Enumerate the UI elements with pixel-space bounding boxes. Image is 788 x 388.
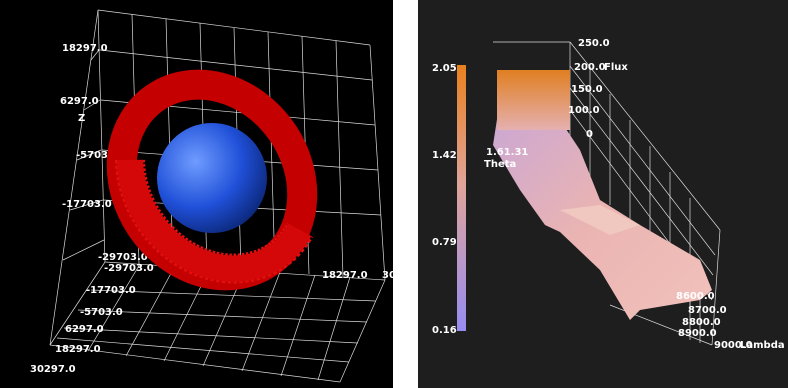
axis-label: 1.61.31 (486, 147, 528, 158)
axis-label: 0 (586, 129, 593, 140)
colorbar-tick: 2.05 (432, 63, 457, 74)
axis-label: 8600.0 (676, 291, 715, 302)
axis-label: 100.0 (568, 105, 600, 116)
axis-label: -17703.0 (62, 199, 112, 210)
axis-label: 30297.0 (382, 270, 428, 281)
sphere (157, 123, 267, 233)
colorbar-tick: 0.16 (432, 325, 457, 336)
axis-label: -29703.0 (98, 252, 148, 263)
axis-label: -5703.0 (76, 150, 119, 161)
surface-ridge (560, 205, 640, 235)
axis-label: 9000.0 (714, 340, 753, 351)
colorbar-tick: 0.79 (432, 237, 457, 248)
axis-label: 6297.0 (65, 324, 104, 335)
axis-label: 8900.0 (678, 328, 717, 339)
axis-title: Flux (604, 62, 628, 73)
colorbar (457, 65, 466, 331)
torus-and-sphere (106, 69, 318, 291)
right-view: 2.05 1.42 0.79 0.16 250.0 200.0 Flux 150… (418, 0, 788, 388)
axis-label: 18297.0 (55, 344, 101, 355)
axis-label: -29703.0 (104, 263, 154, 274)
axis-label: 8800.0 (682, 317, 721, 328)
axis-label: 18297.0 (322, 270, 368, 281)
torus-front-body (117, 159, 312, 282)
colorbar-tick: 1.42 (432, 150, 457, 161)
right-background (418, 0, 788, 388)
axis-label: 250.0 (578, 38, 610, 49)
axis-label: 6297.0 (60, 96, 99, 107)
axis-label: 30297.0 (30, 364, 76, 375)
axis-label: -5703.0 (80, 307, 123, 318)
axis-label: -17703.0 (86, 285, 136, 296)
axis-title: Theta (484, 159, 516, 170)
axis-title: Z (78, 113, 85, 124)
axis-label: 200.0 (574, 62, 606, 73)
axis-label: 18297.0 (62, 43, 108, 54)
axis-label: 150.0 (571, 84, 603, 95)
axis-title: Lambda (740, 340, 785, 351)
surface-peak (497, 70, 570, 130)
left-view: 18297.0 6297.0 Z -5703.0 -17703.0 -29703… (0, 0, 428, 388)
axis-label: 8700.0 (688, 305, 727, 316)
